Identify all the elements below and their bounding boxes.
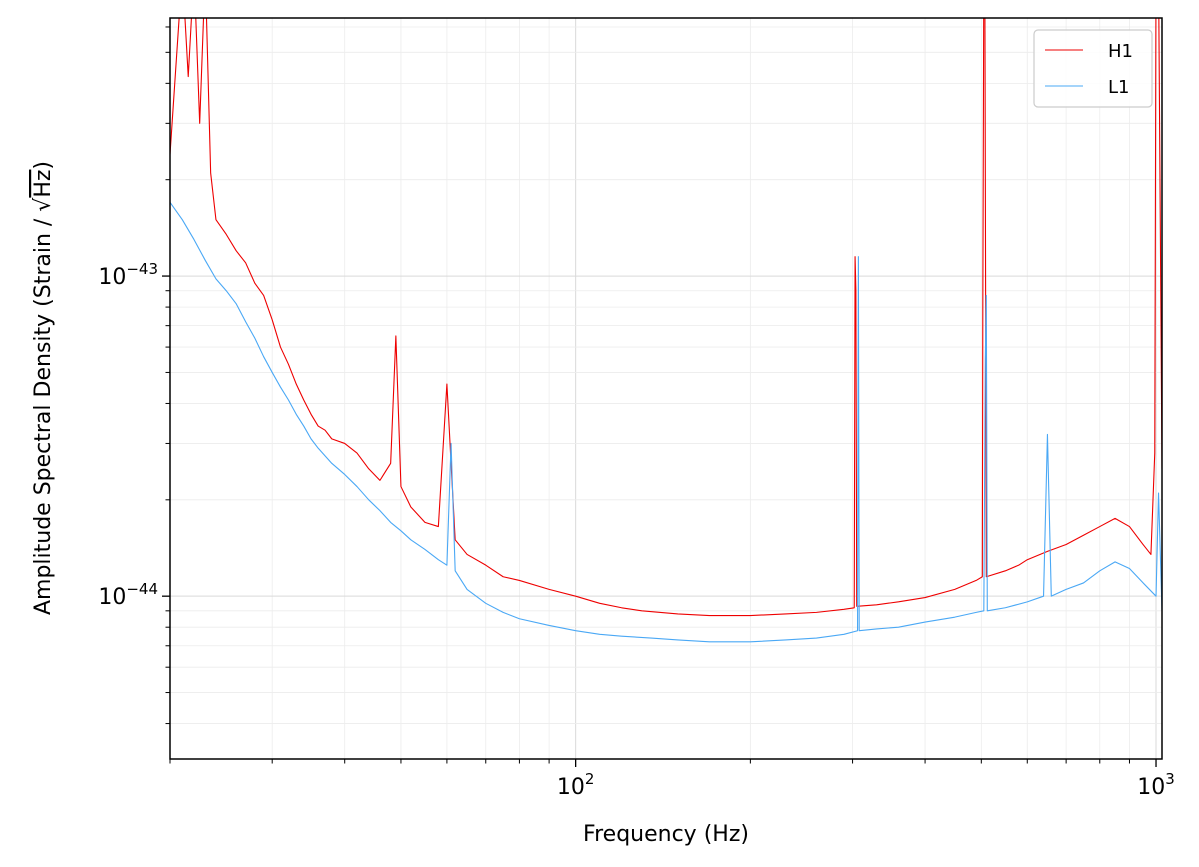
x-tick-label: 103 [1137, 770, 1175, 800]
y-tick-label: 10−43 [98, 260, 158, 290]
y-tick-label: 10−44 [98, 580, 158, 610]
grid-lines [169, 18, 1162, 759]
x-tick-label: 102 [557, 770, 595, 800]
legend-box [1033, 29, 1153, 108]
series-line-l1 [170, 201, 1162, 643]
plot-frame [169, 17, 1163, 760]
legend-label-h1: H1 [1108, 41, 1133, 62]
legend: H1 L1 [1033, 29, 1153, 108]
y-axis-label: Amplitude Spectral Density (Strain / √Hz… [31, 161, 56, 615]
series-line-h1 [170, 18, 1162, 617]
series-layer [170, 18, 1162, 643]
sqrt-radicand: Hz [31, 170, 56, 198]
sqrt-symbol: √ [31, 197, 56, 212]
legend-label-l1: L1 [1108, 77, 1129, 98]
tick-layer: 102 103 10−44 10−43 [98, 26, 1175, 800]
x-axis-label: Frequency (Hz) [583, 822, 749, 847]
